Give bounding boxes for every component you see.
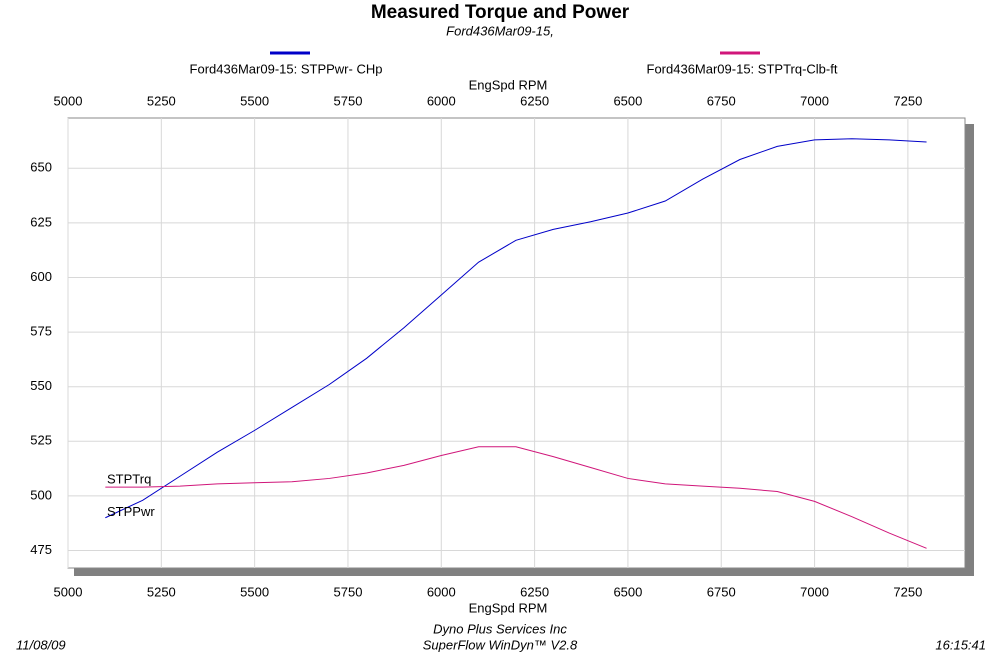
x-tick-label: 7250 xyxy=(893,584,922,599)
x-tick-label: 6500 xyxy=(613,584,642,599)
x-tick-label: 5500 xyxy=(240,584,269,599)
chart-title: Measured Torque and Power xyxy=(371,2,630,23)
footer-company: Dyno Plus Services Inc xyxy=(433,621,567,636)
x-tick-label: 5750 xyxy=(334,584,363,599)
x-tick-label: 7000 xyxy=(800,93,829,108)
x-tick-label: 7250 xyxy=(893,93,922,108)
series-line xyxy=(105,446,927,549)
x-tick-label: 6250 xyxy=(520,584,549,599)
x-tick-label: 5250 xyxy=(147,93,176,108)
x-tick-label: 5000 xyxy=(54,584,83,599)
x-tick-label: 6750 xyxy=(707,93,736,108)
chart-subtitle: Ford436Mar09-15, xyxy=(446,23,554,38)
footer-date: 11/08/09 xyxy=(16,637,66,652)
x-tick-label: 5000 xyxy=(54,93,83,108)
x-tick-label: 5750 xyxy=(334,93,363,108)
y-tick-label: 650 xyxy=(30,160,52,175)
y-tick-label: 500 xyxy=(30,487,52,502)
series-label: STPPwr xyxy=(107,504,155,519)
y-tick-label: 625 xyxy=(30,214,52,229)
footer-software: SuperFlow WinDyn™ V2.8 xyxy=(423,637,578,652)
x-tick-label: 6500 xyxy=(613,93,642,108)
x-axis-label: EngSpd RPM xyxy=(469,77,548,92)
x-tick-label: 7000 xyxy=(800,584,829,599)
series-label: STPTrq xyxy=(107,472,151,487)
series-line xyxy=(105,138,927,519)
footer-time: 16:15:41 xyxy=(935,637,986,652)
y-tick-label: 575 xyxy=(30,324,52,339)
x-tick-label: 6000 xyxy=(427,93,456,108)
y-tick-label: 550 xyxy=(30,378,52,393)
x-tick-label: 6250 xyxy=(520,93,549,108)
legend-label: Ford436Mar09-15: STPTrq-Clb-ft xyxy=(647,61,838,76)
y-tick-label: 525 xyxy=(30,433,52,448)
x-tick-label: 5500 xyxy=(240,93,269,108)
x-tick-label: 6750 xyxy=(707,584,736,599)
y-tick-label: 600 xyxy=(30,269,52,284)
y-tick-label: 475 xyxy=(30,542,52,557)
x-axis-label: EngSpd RPM xyxy=(469,600,548,615)
legend-label: Ford436Mar09-15: STPPwr- CHp xyxy=(190,61,383,76)
x-tick-label: 6000 xyxy=(427,584,456,599)
plot-area xyxy=(67,117,966,569)
x-tick-label: 5250 xyxy=(147,584,176,599)
